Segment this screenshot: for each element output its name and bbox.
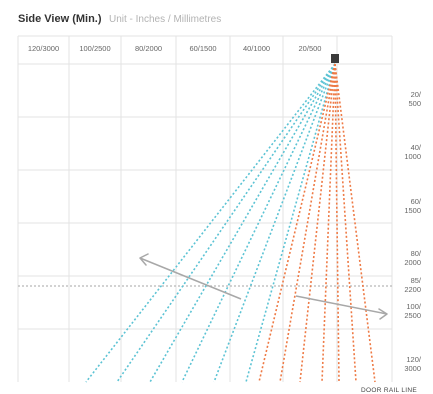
orange-beam-group xyxy=(258,63,376,383)
title-text: Side View (Min.) xyxy=(18,13,102,25)
blue-beam-group xyxy=(85,63,336,383)
orange-beam xyxy=(321,63,336,383)
orange-beam xyxy=(334,63,357,383)
orange-beam xyxy=(279,63,336,383)
blue-beam xyxy=(85,63,336,383)
x-axis-ticks: 120/3000 100/2500 80/2000 60/1500 40/1000 20/… xyxy=(28,44,322,53)
y-tick-label: 80/2000 xyxy=(404,249,422,267)
blue-beam xyxy=(245,63,336,383)
diagram-title: Side View (Min.) Unit - Inches / Millime… xyxy=(18,9,221,26)
y-tick-label: 60/1500 xyxy=(404,197,422,215)
x-tick-label: 20/500 xyxy=(299,44,322,53)
sensor-icon xyxy=(331,54,339,63)
right-arrow-head xyxy=(378,308,388,320)
orange-beam xyxy=(299,63,336,383)
x-tick-label: 80/2000 xyxy=(135,44,162,53)
y-tick-label: 40/1000 xyxy=(404,143,422,161)
y-tick-label: 120/3000 xyxy=(404,355,422,373)
blue-beam xyxy=(181,63,336,383)
y-tick-label: 100/2500 xyxy=(404,302,422,320)
x-tick-label: 100/2500 xyxy=(79,44,110,53)
y-axis-ticks: 20/500 40/1000 60/1500 80/2000 85/2200 100/25… xyxy=(404,90,422,373)
door-rail-line-label: DOOR RAIL LINE xyxy=(361,387,417,394)
orange-beam xyxy=(334,63,340,383)
blue-beam xyxy=(116,63,336,383)
left-arrow-shaft xyxy=(139,257,242,300)
x-tick-label: 60/1500 xyxy=(189,44,216,53)
y-tick-label: 20/500 xyxy=(408,90,421,108)
grid xyxy=(17,35,393,382)
arrow-group xyxy=(139,253,388,320)
right-arrow-shaft xyxy=(295,295,388,315)
y-tick-label: 85/2200 xyxy=(404,276,422,294)
x-tick-label: 120/3000 xyxy=(28,44,59,53)
left-arrow-head xyxy=(139,253,149,266)
orange-beam xyxy=(334,63,376,383)
x-tick-label: 40/1000 xyxy=(243,44,270,53)
unit-text: Unit - Inches / Millimetres xyxy=(109,14,221,25)
